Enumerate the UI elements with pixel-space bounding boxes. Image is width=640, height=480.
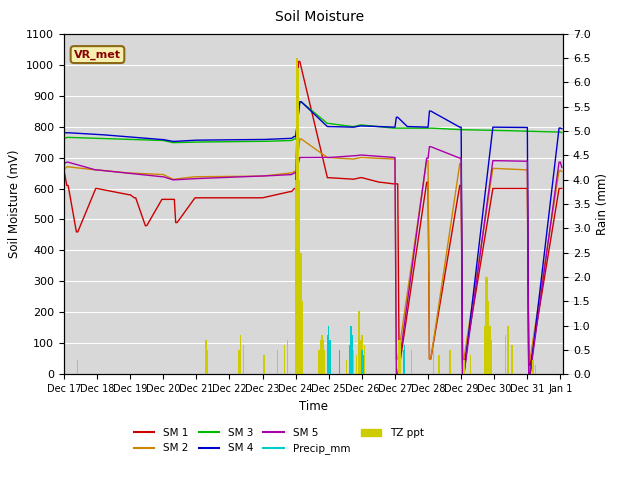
Bar — [350, 326, 351, 374]
Bar — [207, 350, 208, 374]
Y-axis label: Soil Moisture (mV): Soil Moisture (mV) — [8, 150, 20, 258]
Bar — [490, 326, 491, 374]
Bar — [324, 350, 325, 374]
Bar — [360, 340, 361, 374]
Bar — [532, 360, 534, 374]
Bar — [240, 336, 241, 374]
Bar — [299, 180, 301, 374]
Bar — [400, 340, 401, 374]
Bar — [364, 345, 365, 374]
Bar — [326, 336, 328, 374]
Bar — [328, 326, 330, 374]
Bar — [339, 350, 340, 374]
Bar — [284, 345, 285, 374]
Bar — [77, 360, 79, 374]
Bar — [298, 68, 299, 374]
Bar — [511, 345, 513, 374]
Bar — [319, 350, 320, 374]
Bar — [484, 326, 485, 374]
Bar — [239, 350, 240, 374]
Bar — [350, 355, 351, 374]
Bar — [404, 345, 405, 374]
Bar — [535, 365, 536, 374]
Bar — [339, 350, 340, 374]
Bar — [295, 180, 296, 374]
Bar — [485, 277, 486, 374]
Bar — [411, 350, 412, 374]
Bar — [486, 277, 488, 374]
Bar — [504, 336, 506, 374]
Bar — [362, 355, 364, 374]
Bar — [463, 360, 465, 374]
Bar — [470, 355, 472, 374]
Bar — [321, 336, 323, 374]
Bar — [330, 340, 331, 374]
Bar — [296, 58, 298, 374]
Bar — [356, 355, 357, 374]
Bar — [287, 340, 288, 374]
Bar — [243, 345, 244, 374]
Bar — [508, 326, 509, 374]
Bar — [263, 355, 265, 374]
Bar — [301, 252, 302, 374]
Bar — [403, 350, 404, 374]
Bar — [323, 340, 324, 374]
Bar — [353, 350, 355, 374]
Text: Soil Moisture: Soil Moisture — [275, 10, 365, 24]
Y-axis label: Rain (mm): Rain (mm) — [596, 173, 609, 235]
Bar — [320, 340, 321, 374]
Bar — [361, 350, 362, 374]
Bar — [349, 345, 350, 374]
X-axis label: Time: Time — [299, 400, 328, 413]
Bar — [346, 360, 348, 374]
Bar — [449, 350, 451, 374]
Bar — [351, 336, 353, 374]
Legend: SM 1, SM 2, SM 3, SM 4, SM 5, Precip_mm, TZ ppt: SM 1, SM 2, SM 3, SM 4, SM 5, Precip_mm,… — [129, 424, 428, 458]
Bar — [302, 301, 303, 374]
Bar — [205, 340, 207, 374]
Bar — [358, 311, 360, 374]
Bar — [433, 350, 435, 374]
Bar — [399, 340, 400, 374]
Bar — [488, 301, 490, 374]
Bar — [491, 340, 492, 374]
Bar — [277, 350, 278, 374]
Bar — [438, 355, 440, 374]
Text: VR_met: VR_met — [74, 49, 121, 60]
Bar — [361, 336, 362, 374]
